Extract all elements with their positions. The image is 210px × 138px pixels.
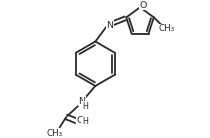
Text: H: H <box>83 102 89 111</box>
Text: H: H <box>82 117 88 126</box>
Text: N: N <box>106 21 113 30</box>
Text: O: O <box>139 1 147 10</box>
Text: CH₃: CH₃ <box>47 129 63 138</box>
Text: CH₃: CH₃ <box>158 24 175 33</box>
Text: N: N <box>78 97 85 106</box>
Text: O: O <box>76 116 84 125</box>
